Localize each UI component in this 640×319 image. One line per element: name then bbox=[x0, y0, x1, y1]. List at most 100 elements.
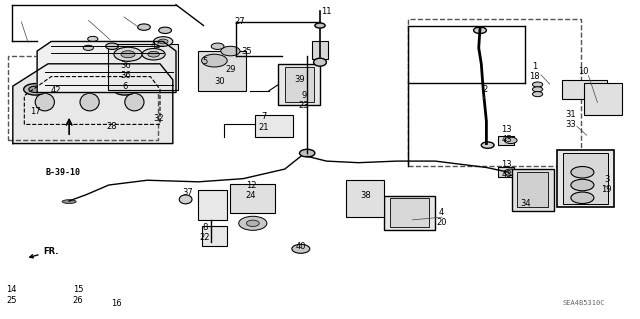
Circle shape bbox=[202, 54, 227, 67]
Circle shape bbox=[158, 39, 168, 44]
Text: 3
19: 3 19 bbox=[602, 175, 612, 194]
Text: 42: 42 bbox=[51, 86, 61, 95]
Bar bbox=[498, 136, 514, 145]
Circle shape bbox=[504, 137, 517, 144]
Bar bbox=[584, 83, 622, 115]
Circle shape bbox=[246, 220, 259, 226]
Circle shape bbox=[219, 76, 242, 87]
Text: 41: 41 bbox=[151, 41, 161, 50]
Text: 34: 34 bbox=[521, 199, 531, 208]
Text: 13
43: 13 43 bbox=[502, 160, 512, 179]
Circle shape bbox=[88, 36, 98, 41]
Polygon shape bbox=[13, 64, 173, 144]
Text: 29: 29 bbox=[225, 65, 236, 74]
Bar bbox=[108, 44, 178, 90]
Text: 14
25: 14 25 bbox=[6, 286, 17, 305]
Text: 36
36
6: 36 36 6 bbox=[120, 61, 131, 91]
Circle shape bbox=[532, 87, 543, 92]
Bar bbox=[346, 180, 384, 217]
Ellipse shape bbox=[35, 93, 54, 111]
Ellipse shape bbox=[125, 93, 144, 111]
Circle shape bbox=[138, 24, 150, 30]
Circle shape bbox=[481, 142, 494, 148]
Text: 32: 32 bbox=[154, 114, 164, 123]
Ellipse shape bbox=[80, 93, 99, 111]
Text: FR.: FR. bbox=[30, 247, 59, 258]
Bar bbox=[230, 184, 275, 213]
Text: 17: 17 bbox=[30, 107, 40, 116]
Bar bbox=[278, 64, 320, 105]
Circle shape bbox=[148, 51, 159, 57]
Circle shape bbox=[532, 92, 543, 97]
Text: 30: 30 bbox=[214, 77, 225, 86]
Text: 7
21: 7 21 bbox=[259, 112, 269, 131]
Bar bbox=[498, 167, 514, 177]
Circle shape bbox=[571, 167, 594, 178]
Circle shape bbox=[154, 37, 173, 46]
Bar bbox=[255, 115, 293, 137]
Text: 9
23: 9 23 bbox=[299, 91, 309, 110]
Circle shape bbox=[142, 48, 165, 60]
Text: 11: 11 bbox=[321, 7, 332, 16]
Text: 37: 37 bbox=[182, 188, 193, 197]
Bar bbox=[557, 150, 614, 207]
Ellipse shape bbox=[179, 195, 192, 204]
Bar bbox=[8, 56, 158, 140]
Text: 13
43: 13 43 bbox=[502, 125, 512, 144]
Bar bbox=[390, 198, 429, 227]
Circle shape bbox=[474, 27, 486, 33]
Text: 8
22: 8 22 bbox=[200, 223, 210, 242]
Circle shape bbox=[118, 86, 131, 93]
Text: 39: 39 bbox=[294, 75, 305, 84]
Circle shape bbox=[24, 84, 47, 95]
Text: 2: 2 bbox=[483, 85, 488, 94]
Circle shape bbox=[225, 78, 236, 84]
Text: B-39-10: B-39-10 bbox=[45, 168, 80, 177]
Circle shape bbox=[114, 47, 142, 61]
Bar bbox=[517, 172, 548, 207]
Text: 38: 38 bbox=[361, 191, 371, 200]
Circle shape bbox=[221, 46, 240, 56]
Circle shape bbox=[239, 216, 267, 230]
Bar bbox=[202, 226, 227, 246]
Text: 40: 40 bbox=[296, 242, 306, 251]
Bar bbox=[512, 169, 554, 211]
Ellipse shape bbox=[314, 58, 326, 66]
Circle shape bbox=[121, 51, 135, 58]
Bar bbox=[285, 67, 314, 102]
Circle shape bbox=[159, 27, 172, 33]
Bar bbox=[563, 153, 608, 204]
Circle shape bbox=[113, 84, 136, 95]
Text: 27: 27 bbox=[235, 17, 245, 26]
Bar bbox=[198, 190, 227, 220]
Bar bbox=[312, 41, 328, 59]
Circle shape bbox=[83, 45, 93, 50]
Text: 16: 16 bbox=[111, 299, 122, 308]
Text: SEA4B5310C: SEA4B5310C bbox=[563, 300, 605, 306]
Text: 15
26: 15 26 bbox=[73, 286, 83, 305]
Text: 28: 28 bbox=[107, 122, 117, 130]
Text: 1
18: 1 18 bbox=[529, 62, 540, 81]
Text: 35: 35 bbox=[241, 47, 252, 56]
Text: 31
33: 31 33 bbox=[566, 110, 576, 129]
Ellipse shape bbox=[62, 200, 76, 204]
Circle shape bbox=[532, 82, 543, 87]
Circle shape bbox=[292, 244, 310, 253]
Circle shape bbox=[300, 149, 315, 157]
Text: 4
20: 4 20 bbox=[436, 208, 447, 227]
Circle shape bbox=[315, 23, 325, 28]
Text: 12
24: 12 24 bbox=[246, 181, 256, 200]
Circle shape bbox=[504, 169, 517, 175]
Bar bbox=[384, 196, 435, 230]
Bar bbox=[562, 80, 607, 99]
Circle shape bbox=[571, 179, 594, 191]
Circle shape bbox=[223, 66, 232, 71]
Bar bbox=[198, 51, 246, 91]
Circle shape bbox=[211, 43, 224, 49]
Text: 10: 10 bbox=[579, 67, 589, 76]
Polygon shape bbox=[37, 41, 176, 93]
Circle shape bbox=[106, 43, 118, 49]
Bar bbox=[408, 19, 581, 166]
Circle shape bbox=[571, 192, 594, 204]
Text: 5: 5 bbox=[202, 57, 207, 66]
